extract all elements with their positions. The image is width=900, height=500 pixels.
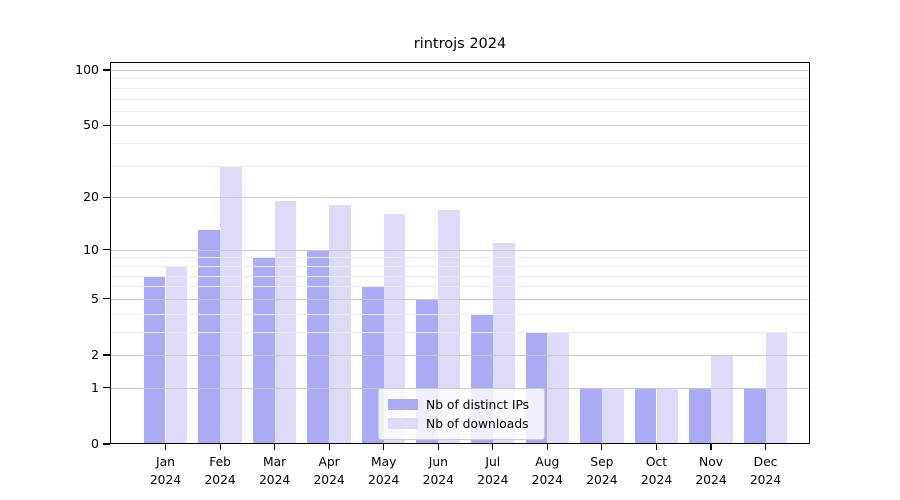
bar-nb-of-downloads-feb-2024	[220, 165, 242, 444]
bar-nb-of-distinct-ips-nov-2024	[689, 387, 711, 444]
gridline-minor-60	[110, 110, 810, 112]
y-tick-label-0: 0	[91, 436, 99, 451]
y-tick-mark-10	[103, 249, 110, 251]
legend-swatch-distinct-ips	[388, 399, 418, 410]
x-tick-label-may-2024: May 2024	[368, 455, 400, 487]
bar-nb-of-downloads-may-2024	[383, 214, 406, 444]
bar-nb-of-downloads-oct-2024	[656, 387, 679, 444]
legend-swatch-downloads	[388, 418, 418, 429]
legend-label-downloads: Nb of downloads	[426, 416, 529, 431]
gridline-major-100	[110, 70, 810, 71]
gridline-major-50	[110, 125, 810, 127]
gridline-major-20	[110, 197, 810, 199]
y-tick-label-5: 5	[91, 290, 99, 306]
x-tick-label-sep-2024: Sep 2024	[586, 455, 618, 487]
x-tick-mark-feb-2024	[219, 444, 221, 450]
y-tick-mark-0	[103, 443, 110, 445]
gridline-minor-70	[110, 98, 810, 100]
x-tick-mark-apr-2024	[328, 444, 330, 450]
bar-nb-of-distinct-ips-mar-2024	[252, 257, 275, 444]
chart-title: rintrojs 2024	[413, 36, 507, 52]
x-tick-label-dec-2024: Dec 2024	[749, 455, 782, 487]
bar-nb-of-distinct-ips-jan-2024	[143, 275, 166, 444]
x-tick-mark-jan-2024	[164, 444, 167, 450]
y-tick-label-20: 20	[83, 189, 99, 205]
y-tick-mark-100	[103, 69, 110, 71]
y-tick-label-1: 1	[91, 379, 99, 395]
bar-nb-of-distinct-ips-oct-2024	[634, 387, 657, 444]
y-tick-label-2: 2	[91, 347, 99, 362]
x-tick-mark-mar-2024	[274, 444, 276, 450]
bar-nb-of-distinct-ips-apr-2024	[307, 249, 330, 444]
y-tick-mark-20	[103, 196, 110, 198]
y-tick-mark-5	[103, 298, 110, 300]
legend-row-distinct-ips: Nb of distinct IPs	[388, 395, 535, 414]
bar-nb-of-distinct-ips-dec-2024	[743, 387, 766, 444]
legend-label-distinct-ips: Nb of distinct IPs	[426, 397, 530, 412]
x-tick-mark-oct-2024	[655, 444, 658, 450]
x-tick-label-jul-2024: Jul 2024	[477, 455, 509, 487]
bar-nb-of-distinct-ips-sep-2024	[580, 387, 602, 444]
x-tick-mark-may-2024	[383, 444, 385, 450]
x-tick-label-oct-2024: Oct 2024	[640, 455, 673, 487]
x-tick-mark-dec-2024	[764, 444, 767, 450]
bar-nb-of-downloads-jan-2024	[165, 265, 188, 444]
x-tick-mark-aug-2024	[546, 444, 548, 450]
x-tick-label-feb-2024: Feb 2024	[204, 455, 236, 487]
x-tick-mark-jul-2024	[492, 444, 494, 450]
bar-nb-of-downloads-apr-2024	[329, 205, 351, 444]
bar-nb-of-downloads-jun-2024	[438, 209, 461, 444]
bar-nb-of-downloads-aug-2024	[547, 331, 570, 444]
y-tick-label-100: 100	[75, 62, 99, 77]
y-tick-label-10: 10	[83, 241, 99, 257]
legend-row-downloads: Nb of downloads	[388, 414, 535, 433]
bar-nb-of-downloads-nov-2024	[711, 355, 733, 444]
bar-nb-of-downloads-mar-2024	[274, 201, 297, 444]
y-tick-mark-2	[103, 354, 110, 356]
y-tick-mark-1	[103, 387, 110, 389]
y-tick-label-50: 50	[83, 117, 99, 133]
x-tick-mark-jun-2024	[437, 444, 439, 450]
x-tick-label-apr-2024: Apr 2024	[313, 455, 345, 487]
x-tick-label-nov-2024: Nov 2024	[695, 455, 727, 487]
bar-nb-of-downloads-dec-2024	[765, 331, 788, 444]
legend: Nb of distinct IPs Nb of downloads	[378, 388, 545, 440]
bar-nb-of-downloads-sep-2024	[601, 387, 624, 444]
x-tick-mark-sep-2024	[601, 444, 603, 450]
gridline-minor-80	[110, 87, 810, 89]
gridline-minor-40	[110, 143, 810, 145]
x-tick-label-aug-2024: Aug 2024	[531, 455, 563, 487]
gridline-minor-30	[110, 165, 810, 167]
gridline-minor-90	[110, 78, 810, 80]
x-tick-label-jun-2024: Jun 2024	[422, 455, 454, 487]
x-tick-mark-nov-2024	[710, 444, 712, 450]
x-tick-label-mar-2024: Mar 2024	[258, 455, 291, 487]
x-tick-label-jan-2024: Jan 2024	[149, 455, 182, 487]
y-tick-mark-50	[103, 124, 110, 126]
bar-nb-of-distinct-ips-feb-2024	[198, 230, 221, 444]
